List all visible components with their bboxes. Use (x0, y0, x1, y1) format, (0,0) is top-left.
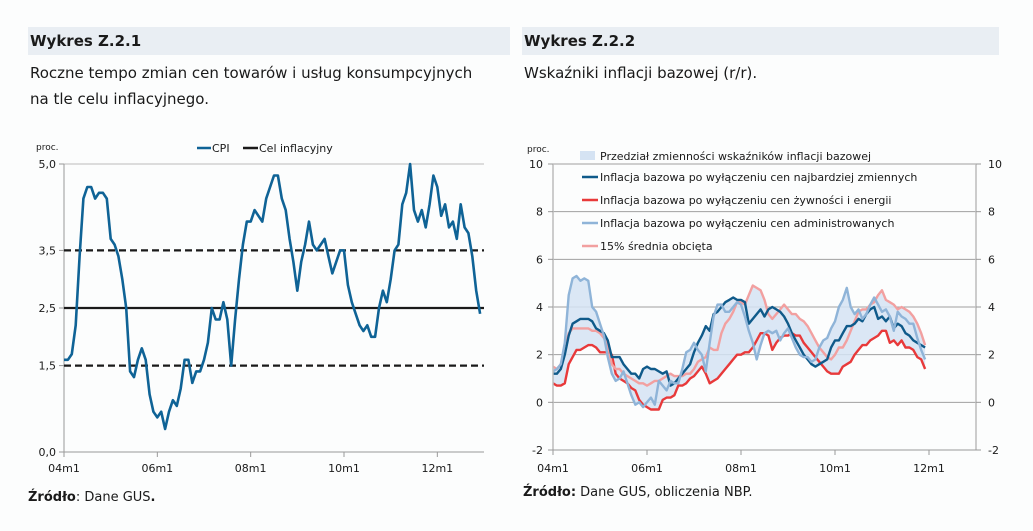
right-chart-subtitle: Wskaźniki inflacji bazowej (r/r). (524, 60, 1004, 86)
left-x-tick-label: 12m1 (421, 462, 453, 475)
legend-target-label: Cel inflacyjny (259, 142, 333, 155)
left-y-tick-label: 5,0 (39, 158, 57, 171)
left-chart-subtitle: Roczne tempo zmian cen towarów i usług k… (30, 60, 510, 112)
legend-cpi-label: CPI (212, 142, 230, 155)
left-y-tick-label: 2,5 (39, 302, 57, 315)
left-source-end: . (150, 490, 156, 505)
left-y-tick-label: 1,5 (39, 360, 57, 373)
left-source: Źródło: Dane GUS. (28, 490, 156, 505)
left-x-tick-label: 04m1 (48, 462, 80, 475)
left-y-unit-label: proc. (36, 143, 59, 153)
right-source-label: Źródło: (523, 485, 577, 500)
left-chart-title: Wykres Z.2.1 (30, 32, 142, 50)
left-x-tick-label: 08m1 (235, 462, 267, 475)
left-y-tick-label: 0,0 (39, 446, 57, 459)
cpi-series-line (64, 162, 482, 431)
right-chart-title: Wykres Z.2.2 (524, 32, 636, 50)
left-subtitle-line2: na tle celu inflacyjnego. (30, 90, 209, 108)
right-subtitle-line1: Wskaźniki inflacji bazowej (r/r). (524, 64, 758, 82)
left-source-text: : Dane GUS (75, 490, 151, 505)
right-source-text: Dane GUS, obliczenia NBP. (576, 485, 753, 500)
left-source-label: Źródło (28, 490, 76, 505)
left-x-tick-label: 10m1 (328, 462, 360, 475)
right-source: Źródło: Dane GUS, obliczenia NBP. (523, 485, 753, 500)
left-x-tick-label: 06m1 (141, 462, 173, 475)
left-chart-header: Wykres Z.2.1 (28, 27, 510, 55)
right-chart-header: Wykres Z.2.2 (522, 27, 999, 55)
left-legend: CPI Cel inflacyjny (197, 142, 333, 155)
left-subtitle-line1: Roczne tempo zmian cen towarów i usług k… (30, 64, 473, 82)
left-y-tick-label: 3,5 (39, 244, 57, 257)
